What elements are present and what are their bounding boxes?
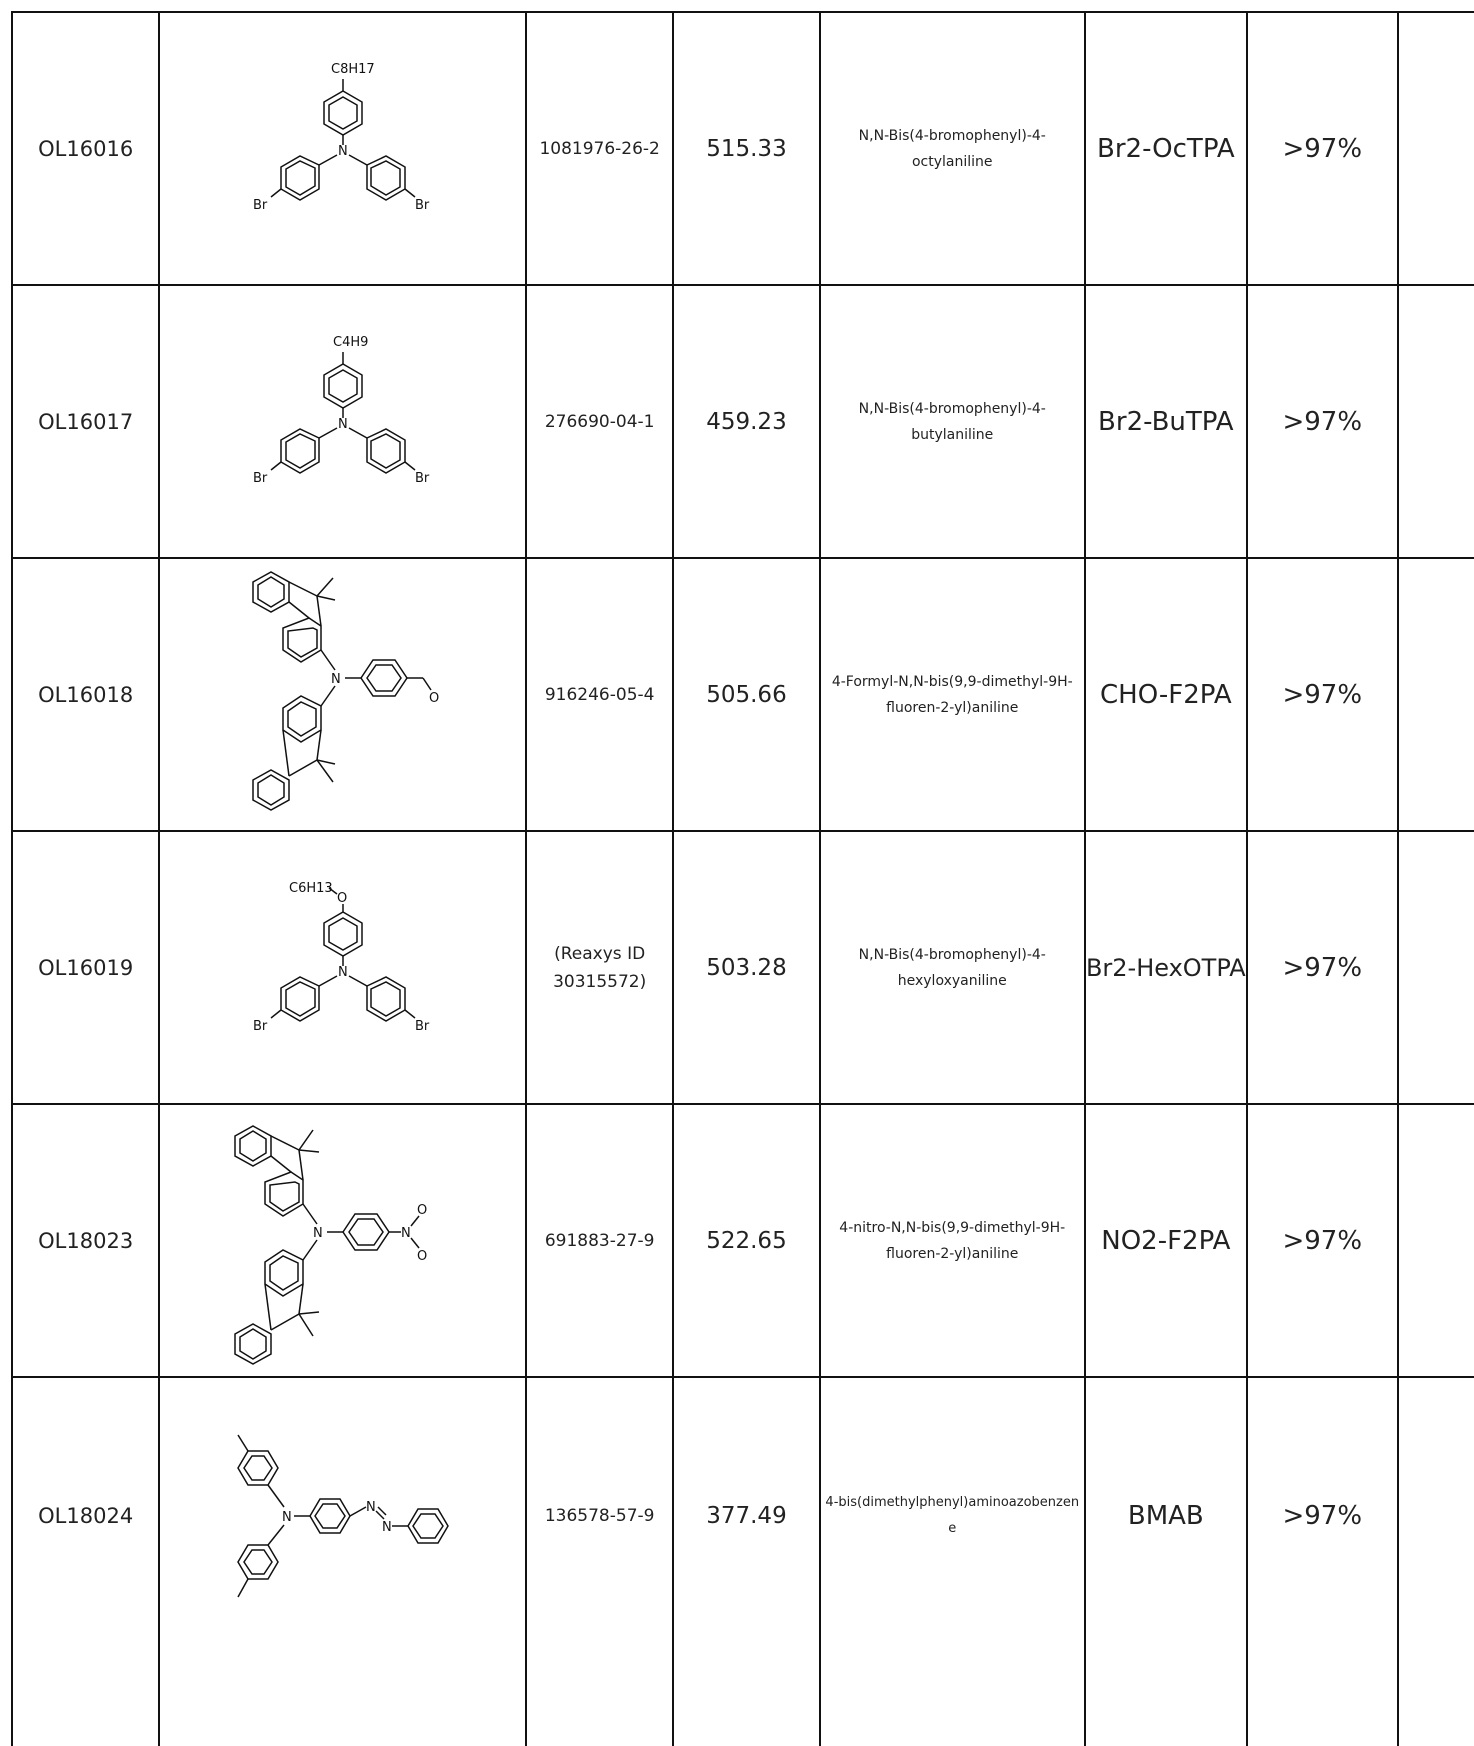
- structure-label: O: [429, 691, 439, 706]
- chemical-name: 4-bis(dimethylphenyl)aminoazobenzene: [818, 1376, 1086, 1746]
- purity: >97%: [1245, 830, 1399, 1105]
- cas-number: 276690-04-1: [524, 284, 675, 559]
- product-code: OL16019: [10, 830, 161, 1105]
- empty-cell: [1396, 557, 1474, 832]
- molecular-weight: 522.65: [672, 1103, 821, 1378]
- empty-cell: [1396, 830, 1474, 1105]
- molecular-weight: 515.33: [672, 11, 821, 286]
- structure-label: Br: [415, 1019, 430, 1034]
- abbreviation: NO2-F2PA: [1083, 1103, 1248, 1378]
- structure-label: N: [338, 965, 348, 980]
- product-code: OL18023: [10, 1103, 161, 1378]
- structure-image: C6H13 O N Br Br: [253, 881, 430, 1034]
- cas-number: 1081976-26-2: [524, 11, 675, 286]
- product-code: OL16017: [10, 284, 161, 559]
- empty-cell: [1396, 1103, 1474, 1378]
- structure-label: O: [337, 891, 347, 906]
- structure-cell: C4H9 N Br Br: [158, 284, 527, 559]
- chemical-name: N,N-Bis(4-bromophenyl)-4-octylaniline: [818, 11, 1086, 286]
- structure-label: Br: [415, 198, 430, 213]
- structure-label: Br: [253, 1019, 268, 1034]
- structure-label: Br: [253, 471, 268, 486]
- purity: >97%: [1245, 1376, 1399, 1746]
- cas-number: 691883-27-9: [524, 1103, 675, 1378]
- structure-label: N: [338, 144, 348, 159]
- structure-label: O: [417, 1249, 427, 1264]
- table-row: OL16019 C6H13 O N Br Br: [10, 830, 1474, 1105]
- structure-label: Br: [253, 198, 268, 213]
- empty-cell: [1396, 1376, 1474, 1746]
- table-row: OL16018 N O: [10, 557, 1474, 832]
- chemical-name: N,N-Bis(4-bromophenyl)-4-butylaniline: [818, 284, 1086, 559]
- structure-cell: N N N: [158, 1376, 527, 1746]
- molecular-weight: 377.49: [672, 1376, 821, 1746]
- structure-label: N: [366, 1500, 376, 1515]
- structure-label: N: [331, 672, 341, 687]
- structure-label: N: [338, 417, 348, 432]
- structure-image: N N N: [236, 1434, 449, 1597]
- table-row: OL16017 C4H9 N Br Br 276690-04-1: [10, 284, 1474, 559]
- structure-image: C4H9 N Br Br: [253, 335, 430, 486]
- structure-label: N: [313, 1226, 323, 1241]
- purity: >97%: [1245, 11, 1399, 286]
- abbreviation: Br2-OcTPA: [1083, 11, 1248, 286]
- abbreviation: BMAB: [1083, 1376, 1248, 1746]
- structure-label: N: [401, 1226, 411, 1241]
- chemical-name: N,N-Bis(4-bromophenyl)-4-hexyloxyaniline: [818, 830, 1086, 1105]
- molecular-weight: 459.23: [672, 284, 821, 559]
- product-table: OL16016 C8H17 N Br Br 1081976-26: [10, 11, 1474, 1746]
- structure-label: N: [382, 1520, 392, 1535]
- structure-cell: N N O O: [158, 1103, 527, 1378]
- chemical-name: 4-nitro-N,N-bis(9,9-dimethyl-9H-fluoren-…: [818, 1103, 1086, 1378]
- abbreviation: Br2-BuTPA: [1083, 284, 1248, 559]
- product-code: OL16018: [10, 557, 161, 832]
- empty-cell: [1396, 11, 1474, 286]
- molecular-weight: 503.28: [672, 830, 821, 1105]
- table-row: OL16016 C8H17 N Br Br 1081976-26: [10, 11, 1474, 286]
- cas-number: 136578-57-9: [524, 1376, 675, 1746]
- structure-label: C4H9: [333, 335, 368, 350]
- molecular-weight: 505.66: [672, 557, 821, 832]
- structure-image: N O: [251, 570, 439, 811]
- purity: >97%: [1245, 557, 1399, 832]
- structure-label: N: [282, 1510, 292, 1525]
- structure-label: C6H13: [289, 881, 333, 896]
- structure-image: C8H17 N Br Br: [253, 62, 430, 213]
- cas-number: (Reaxys ID 30315572): [524, 830, 675, 1105]
- purity: >97%: [1245, 284, 1399, 559]
- empty-cell: [1396, 284, 1474, 559]
- purity: >97%: [1245, 1103, 1399, 1378]
- structure-label: C8H17: [331, 62, 375, 77]
- product-code: OL16016: [10, 11, 161, 286]
- structure-image: N N O O: [233, 1124, 427, 1365]
- structure-cell: C6H13 O N Br Br: [158, 830, 527, 1105]
- structure-cell: C8H17 N Br Br: [158, 11, 527, 286]
- structure-label: O: [417, 1203, 427, 1218]
- table-row: OL18024 N N N: [10, 1376, 1474, 1746]
- cas-number: 916246-05-4: [524, 557, 675, 832]
- structure-label: Br: [415, 471, 430, 486]
- table-row: OL18023 N N O: [10, 1103, 1474, 1378]
- abbreviation: Br2-HexOTPA: [1083, 830, 1248, 1105]
- abbreviation: CHO-F2PA: [1083, 557, 1248, 832]
- structure-cell: N O: [158, 557, 527, 832]
- product-code: OL18024: [10, 1376, 161, 1746]
- chemical-name: 4-Formyl-N,N-bis(9,9-dimethyl-9H-fluoren…: [818, 557, 1086, 832]
